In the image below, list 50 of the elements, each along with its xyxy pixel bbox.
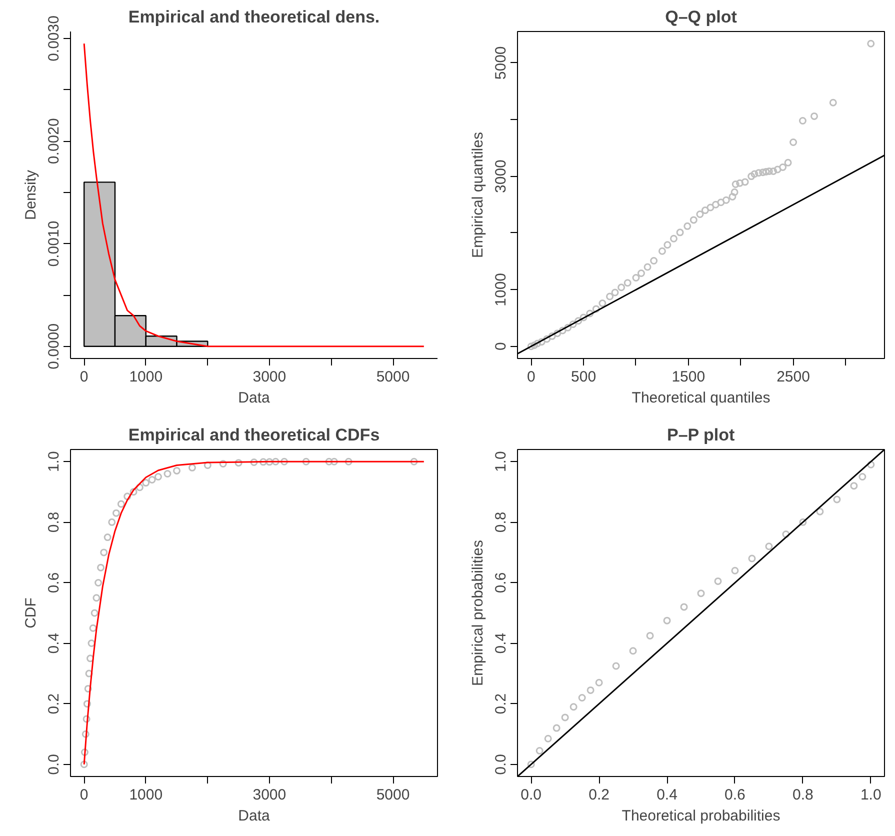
x-tick-label: 500 <box>571 368 596 386</box>
chart-title: P–P plot <box>666 426 736 444</box>
x-tick-label: 1000 <box>129 368 163 386</box>
y-tick-label: 0.8 <box>492 512 510 533</box>
y-tick-label: 0.0010 <box>46 220 62 267</box>
x-tick-label: 0 <box>80 786 88 804</box>
x-tick-label: 0.8 <box>792 786 814 804</box>
y-tick-label: 3000 <box>492 160 510 193</box>
x-tick-label: 5000 <box>376 368 410 386</box>
y-axis-title: CDF <box>22 598 40 628</box>
y-tick-label: 0.4 <box>492 632 510 654</box>
x-tick-label: 0 <box>80 368 88 386</box>
y-tick-label: 0 <box>492 342 510 351</box>
y-tick-label: 0.0 <box>46 754 62 775</box>
y-tick-label: 0.6 <box>492 572 510 594</box>
y-tick-label: 1.0 <box>46 451 62 472</box>
y-tick-label: 0.2 <box>492 693 510 714</box>
x-axis-title: Theoretical probabilities <box>622 808 780 824</box>
x-tick-label: 3000 <box>252 368 286 386</box>
x-tick-label: 2500 <box>776 368 810 386</box>
y-tick-label: 0.0000 <box>46 323 62 370</box>
x-axis-title: Theoretical quantiles <box>632 390 770 406</box>
y-tick-label: 0.8 <box>46 512 62 533</box>
chart-title: Empirical and theoretical dens. <box>128 8 380 26</box>
y-tick-label: 1000 <box>492 272 510 306</box>
y-tick-label: 0.0030 <box>46 16 62 62</box>
x-axis-title: Data <box>238 808 270 824</box>
x-tick-label: 0.4 <box>656 786 678 804</box>
x-tick-label: 0.2 <box>588 786 610 804</box>
y-tick-label: 1.0 <box>492 451 510 472</box>
chart-title: Q–Q plot <box>665 8 738 26</box>
y-axis-title: Empirical probabilities <box>470 540 486 686</box>
x-tick-label: 0.0 <box>520 786 542 804</box>
y-axis-title: Density <box>22 169 40 220</box>
x-tick-label: 3000 <box>252 786 286 804</box>
x-axis-title: Data <box>238 390 270 406</box>
y-tick-label: 5000 <box>492 46 510 80</box>
x-tick-label: 1.0 <box>860 786 882 804</box>
y-tick-label: 0.6 <box>46 572 62 594</box>
x-tick-label: 1000 <box>129 786 163 804</box>
chart-title: Empirical and theoretical CDFs <box>128 426 380 444</box>
y-axis-title: Empirical quantiles <box>470 132 486 258</box>
y-tick-label: 0.4 <box>46 632 62 654</box>
x-tick-label: 0 <box>526 368 536 386</box>
x-tick-label: 0.6 <box>724 786 746 804</box>
y-tick-label: 0.2 <box>46 693 62 714</box>
x-tick-label: 1500 <box>672 368 706 386</box>
x-tick-label: 5000 <box>376 786 410 804</box>
y-tick-label: 0.0 <box>492 754 510 775</box>
y-tick-label: 0.0020 <box>46 118 62 164</box>
